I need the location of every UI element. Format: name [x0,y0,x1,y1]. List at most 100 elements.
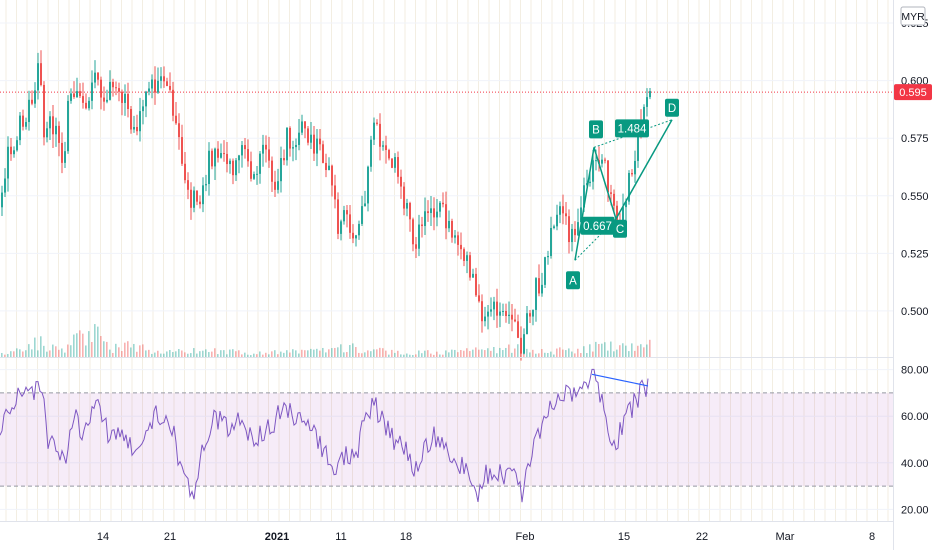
candle-body[interactable] [268,149,270,161]
candle-body[interactable] [52,116,54,135]
candle-body[interactable] [121,91,123,103]
candle-body[interactable] [283,158,285,161]
candle-body[interactable] [202,185,204,205]
candle-body[interactable] [535,278,537,310]
candle-body[interactable] [241,145,243,156]
candle-body[interactable] [70,93,72,101]
candle-body[interactable] [91,82,93,101]
candle-body[interactable] [589,181,591,184]
candle-body[interactable] [160,76,162,81]
candle-body[interactable] [628,172,630,202]
candle-body[interactable] [226,153,228,165]
candle-body[interactable] [592,160,594,182]
candle-body[interactable] [607,160,609,193]
candle-body[interactable] [445,204,447,229]
candle-body[interactable] [55,125,57,135]
candle-body[interactable] [568,216,570,243]
candle-body[interactable] [1,192,3,208]
candle-body[interactable] [49,116,51,129]
candle-body[interactable] [184,163,186,181]
candle-body[interactable] [22,115,24,127]
candle-body[interactable] [151,79,153,89]
candle-body[interactable] [214,148,216,167]
candle-body[interactable] [13,150,15,155]
candle-body[interactable] [403,186,405,209]
candle-body[interactable] [574,228,576,236]
candle-body[interactable] [25,122,27,127]
time-axis[interactable]: 14 21 2021 11 18 Feb 15 22 Mar 8 [97,531,875,543]
candle-body[interactable] [166,81,168,86]
candle-body[interactable] [169,85,171,90]
candle-body[interactable] [631,172,633,175]
candle-body[interactable] [454,235,456,238]
candle-body[interactable] [265,144,267,150]
candle-body[interactable] [247,149,249,162]
pattern-point-box[interactable] [589,120,603,139]
candle-body[interactable] [565,213,567,217]
candle-body[interactable] [367,166,369,204]
candle-body[interactable] [31,99,33,104]
candle-body[interactable] [622,207,624,227]
candle-body[interactable] [421,224,423,227]
ratio-box[interactable] [615,119,649,138]
candle-body[interactable] [394,157,396,168]
candle-body[interactable] [277,181,279,190]
rsi-line[interactable] [0,368,649,503]
candle-body[interactable] [322,144,324,163]
candle-body[interactable] [274,181,276,190]
candle-body[interactable] [643,106,645,127]
candle-body[interactable] [577,222,579,236]
candle-body[interactable] [541,284,543,294]
candle-body[interactable] [349,214,351,233]
candle-body[interactable] [406,202,408,209]
candle-body[interactable] [43,84,45,138]
candle-body[interactable] [271,160,273,182]
candle-body[interactable] [85,102,87,109]
candle-body[interactable] [259,153,261,174]
candle-body[interactable] [448,220,450,229]
candle-body[interactable] [328,165,330,171]
candle-body[interactable] [469,255,471,278]
candle-body[interactable] [76,91,78,97]
candle-body[interactable] [208,150,210,185]
candle-body[interactable] [547,255,549,258]
candle-body[interactable] [187,180,189,190]
candle-body[interactable] [10,146,12,155]
ratio-box[interactable] [580,216,615,235]
candle-body[interactable] [499,311,501,316]
candle-body[interactable] [46,128,48,138]
candle-body[interactable] [634,160,636,175]
candle-body[interactable] [562,206,564,214]
candle-body[interactable] [97,72,99,80]
candle-body[interactable] [538,278,540,294]
candle-body[interactable] [211,150,213,167]
candle-body[interactable] [289,127,291,149]
candle-body[interactable] [229,160,231,165]
candle-body[interactable] [466,255,468,261]
candle-body[interactable] [502,311,504,313]
candle-body[interactable] [16,140,18,151]
candle-body[interactable] [436,211,438,218]
candle-body[interactable] [37,63,39,91]
candle-body[interactable] [316,138,318,154]
candle-body[interactable] [319,138,321,145]
candle-body[interactable] [127,93,129,109]
candle-body[interactable] [238,155,240,161]
candle-body[interactable] [235,160,237,176]
candle-body[interactable] [94,72,96,83]
candle-body[interactable] [457,235,459,245]
candle-body[interactable] [244,145,246,150]
candle-body[interactable] [313,134,315,154]
candle-body[interactable] [334,185,336,200]
candle-body[interactable] [355,235,357,239]
candle-body[interactable] [613,193,615,206]
candle-body[interactable] [139,111,141,132]
pattern-point-box[interactable] [665,98,679,117]
candle-body[interactable] [559,206,561,215]
candle-body[interactable] [637,122,639,161]
candle-body[interactable] [217,148,219,158]
candle-body[interactable] [307,128,309,143]
candle-body[interactable] [523,334,525,354]
candle-body[interactable] [223,153,225,155]
candle-body[interactable] [550,228,552,256]
